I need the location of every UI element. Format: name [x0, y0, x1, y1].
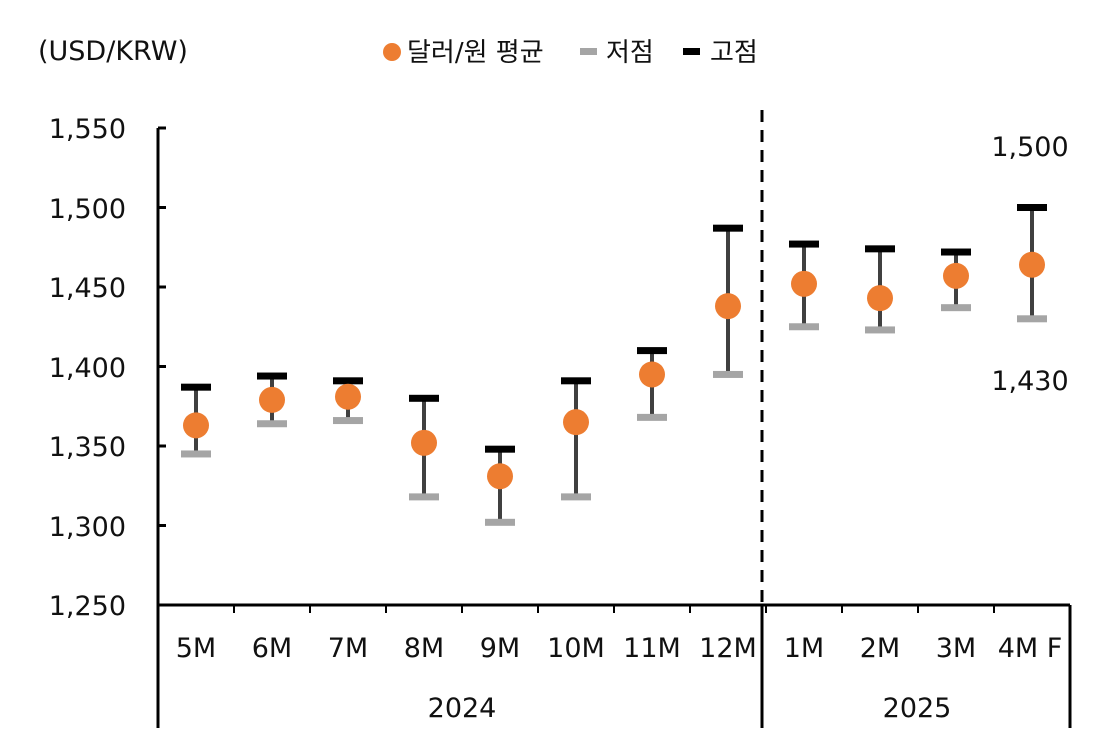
- high-marker: [333, 377, 363, 385]
- avg-point: [791, 270, 817, 297]
- annotation-high-label: 1,500: [991, 132, 1068, 163]
- legend-high-label: 고점: [710, 38, 758, 68]
- low-marker: [713, 370, 743, 378]
- x-category-label: 9M: [480, 633, 520, 664]
- avg-point: [259, 386, 285, 413]
- low-marker: [865, 326, 895, 334]
- avg-point: [639, 361, 665, 388]
- x-category-label: 8M: [404, 633, 444, 664]
- x-group-label: 2025: [883, 693, 952, 724]
- legend-low-label: 저점: [606, 38, 654, 68]
- avg-point: [411, 429, 437, 456]
- high-marker: [181, 383, 211, 391]
- avg-point: [715, 293, 741, 320]
- data-marks: [181, 204, 1047, 526]
- y-tick-label: 1,550: [49, 114, 126, 145]
- y-tick-label: 1,350: [49, 432, 126, 463]
- x-group-label: 2024: [428, 693, 497, 724]
- low-marker: [1017, 315, 1047, 323]
- high-marker: [1017, 204, 1047, 211]
- low-marker: [637, 413, 667, 421]
- avg-point: [183, 412, 209, 439]
- y-tick-labels: 1,250 1,300 1,350 1,400 1,450 1,500 1,55…: [49, 114, 126, 622]
- x-category-label: 12M: [699, 633, 757, 664]
- unit-label: (USD/KRW): [38, 36, 188, 67]
- y-tick-label: 1,500: [49, 194, 126, 225]
- high-marker: [865, 245, 895, 253]
- x-category-labels: 5M 6M 7M 8M 9M 10M 11M 12M 1M 2M 3M 4M F: [176, 633, 1063, 664]
- avg-point: [335, 383, 361, 410]
- x-category-label: 10M: [547, 633, 605, 664]
- high-marker: [409, 394, 439, 402]
- avg-point: [563, 409, 589, 436]
- avg-point: [1019, 251, 1045, 278]
- low-marker: [941, 304, 971, 312]
- x-category-label: 1M: [784, 633, 824, 664]
- x-category-label: 6M: [252, 633, 292, 664]
- x-category-label: 4M F: [998, 633, 1063, 664]
- avg-point: [943, 262, 969, 289]
- low-marker: [409, 493, 439, 501]
- high-marker: [561, 377, 591, 385]
- x-category-label: 11M: [623, 633, 681, 664]
- high-marker: [637, 347, 667, 355]
- y-tick-label: 1,450: [49, 273, 126, 304]
- x-category-label: 7M: [328, 633, 368, 664]
- high-marker: [713, 224, 743, 232]
- high-marker: [941, 248, 971, 256]
- avg-point: [487, 463, 513, 490]
- legend-high-marker: [683, 48, 700, 55]
- x-category-label: 5M: [176, 633, 216, 664]
- legend-avg-label: 달러/원 평균: [407, 38, 544, 68]
- low-marker: [561, 493, 591, 501]
- x-category-label: 3M: [936, 633, 976, 664]
- legend-low-marker: [580, 48, 597, 55]
- high-marker: [485, 445, 515, 453]
- x-category-label: 2M: [860, 633, 900, 664]
- legend-avg-marker: [383, 43, 401, 61]
- axes: [156, 110, 1072, 728]
- low-marker: [257, 420, 287, 428]
- y-tick-label: 1,250: [49, 591, 126, 622]
- low-marker: [181, 450, 211, 458]
- high-marker: [789, 240, 819, 248]
- x-group-labels: 2024 2025: [428, 693, 952, 724]
- y-tick-label: 1,400: [49, 353, 126, 384]
- high-marker: [257, 372, 287, 380]
- annotation-low-label: 1,430: [991, 366, 1068, 397]
- low-marker: [789, 323, 819, 331]
- y-tick-label: 1,300: [49, 512, 126, 543]
- avg-point: [867, 285, 893, 312]
- legend: 달러/원 평균 저점 고점: [383, 38, 758, 68]
- low-marker: [333, 417, 363, 425]
- low-marker: [485, 518, 515, 526]
